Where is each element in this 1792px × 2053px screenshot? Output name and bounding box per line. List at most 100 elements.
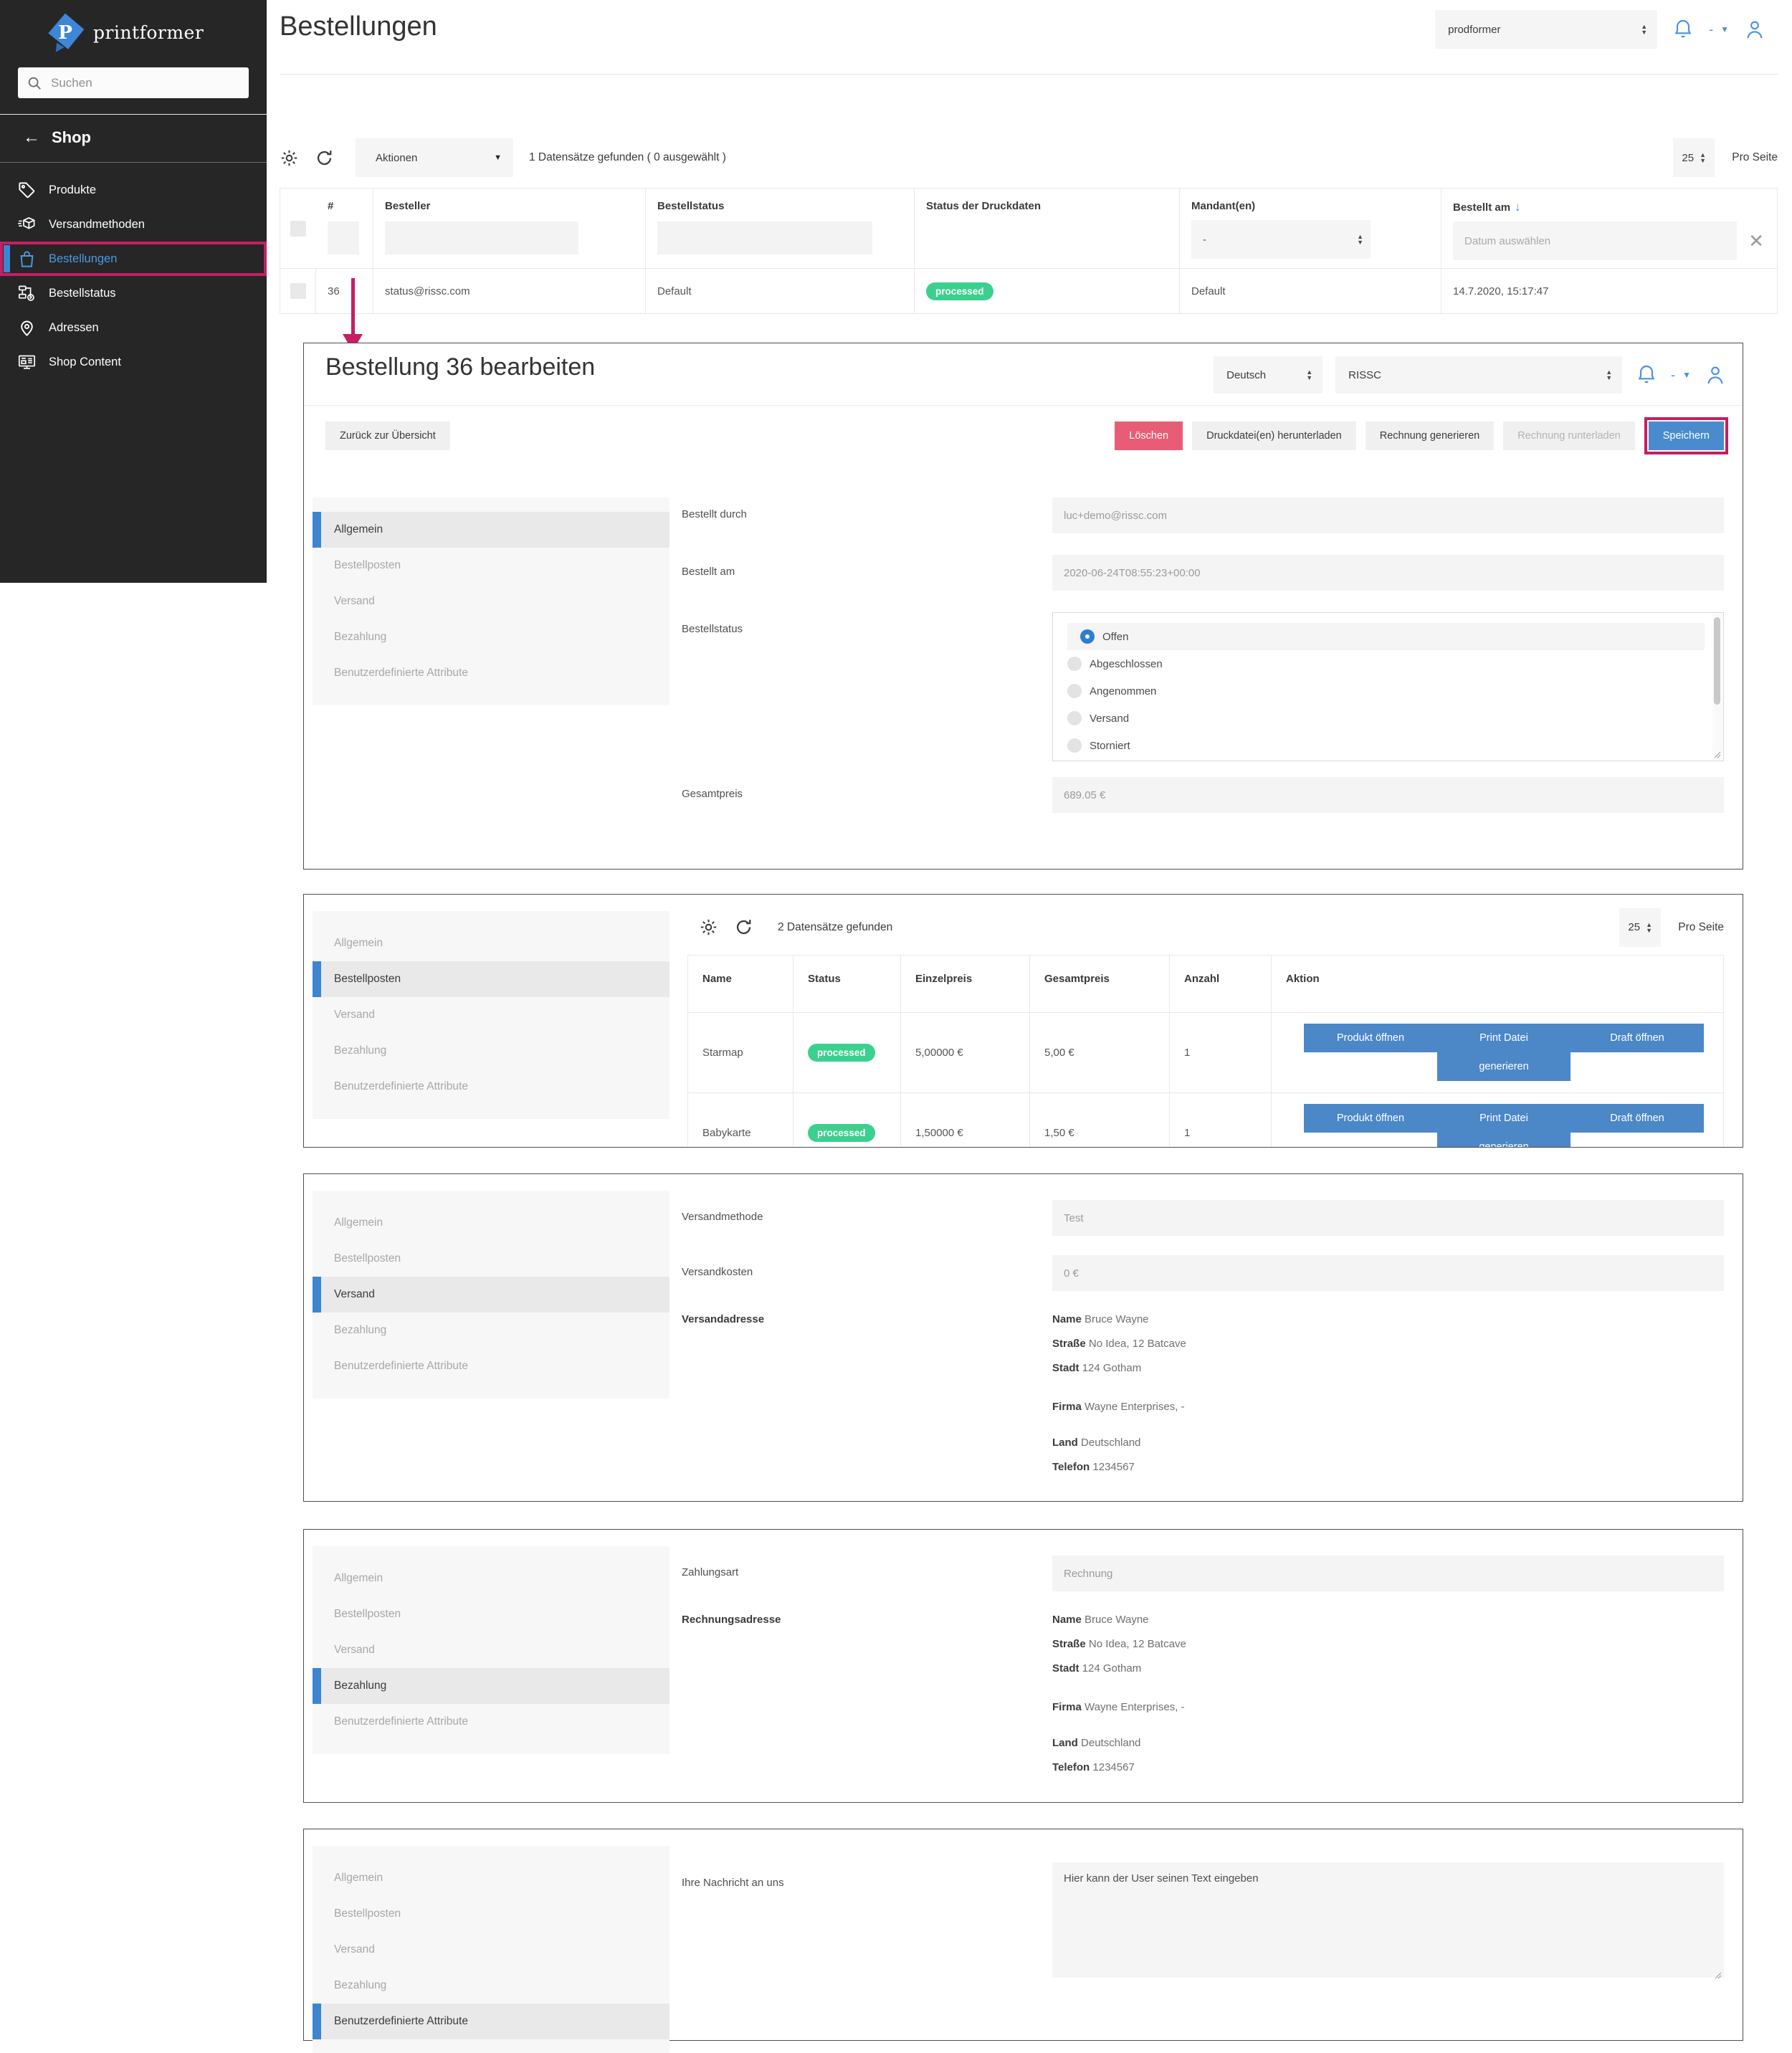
- tenant-select[interactable]: prodformer ▲ ▼: [1435, 10, 1658, 49]
- col-besteller[interactable]: Besteller: [385, 200, 431, 212]
- scrollbar-thumb[interactable]: [1714, 617, 1720, 705]
- tab-bezahlung[interactable]: Bezahlung: [313, 1668, 669, 1704]
- col-num[interactable]: #: [328, 200, 334, 212]
- search-input[interactable]: [51, 75, 240, 90]
- tab-allgemein[interactable]: Allgemein: [313, 1561, 669, 1596]
- open-draft-button[interactable]: Draft öffnen: [1571, 1104, 1704, 1133]
- radio-storniert[interactable]: Storniert: [1067, 732, 1705, 759]
- tab-attribute[interactable]: Benutzerdefinierte Attribute: [313, 1069, 669, 1105]
- bell-icon[interactable]: [1672, 18, 1695, 41]
- radio-versand[interactable]: Versand: [1067, 705, 1705, 732]
- clear-x-icon[interactable]: ✕: [1748, 230, 1764, 252]
- tab-bestellposten[interactable]: Bestellposten: [313, 961, 669, 997]
- gesamtpreis-input[interactable]: [1052, 777, 1724, 813]
- scrollbar-track[interactable]: [1712, 614, 1722, 760]
- generate-print-file-button[interactable]: Print Datei generieren: [1437, 1104, 1571, 1147]
- resize-handle-icon[interactable]: [1715, 1972, 1722, 1979]
- besteller-filter-input[interactable]: [385, 222, 578, 254]
- language-select[interactable]: Deutsch ▲ ▼: [1214, 356, 1323, 394]
- radio-angenommen[interactable]: Angenommen: [1067, 677, 1705, 705]
- tab-versand[interactable]: Versand: [313, 1277, 669, 1313]
- tab-bestellposten[interactable]: Bestellposten: [313, 1896, 669, 1932]
- back-button[interactable]: Zurück zur Übersicht: [325, 421, 450, 450]
- sidebar-section-shop[interactable]: ← Shop: [0, 115, 267, 159]
- tab-attribute[interactable]: Benutzerdefinierte Attribute: [313, 1348, 669, 1384]
- download-invoice-button[interactable]: Rechnung runterladen: [1503, 421, 1635, 450]
- tab-allgemein[interactable]: Allgemein: [313, 1205, 669, 1241]
- resize-handle-icon[interactable]: [1714, 751, 1721, 758]
- back-arrow-icon[interactable]: ←: [23, 128, 40, 147]
- bestellt-am-input[interactable]: [1052, 555, 1724, 591]
- zahlungsart-input[interactable]: [1052, 1556, 1724, 1591]
- tab-allgemein[interactable]: Allgemein: [313, 925, 669, 961]
- tab-versand[interactable]: Versand: [313, 1932, 669, 1968]
- tab-bezahlung[interactable]: Bezahlung: [313, 1033, 669, 1069]
- open-draft-button[interactable]: Draft öffnen: [1571, 1024, 1704, 1052]
- delete-button[interactable]: Löschen: [1115, 421, 1183, 450]
- save-button-highlight: Speichern: [1644, 417, 1728, 454]
- user-menu[interactable]: - ▼: [1671, 368, 1691, 383]
- save-button[interactable]: Speichern: [1648, 421, 1724, 450]
- nachricht-textarea[interactable]: Hier kann der User seinen Text eingeben: [1052, 1862, 1724, 1978]
- gear-icon[interactable]: [699, 918, 718, 937]
- user-menu-label: -: [1671, 367, 1676, 382]
- open-product-button[interactable]: Produkt öffnen: [1304, 1104, 1437, 1133]
- row-checkbox[interactable]: [290, 283, 306, 299]
- sort-down-icon[interactable]: ↓: [1515, 200, 1521, 214]
- tab-allgemein[interactable]: Allgemein: [313, 1860, 669, 1896]
- user-menu[interactable]: - ▼: [1709, 22, 1729, 37]
- mandant-filter-value: -: [1203, 233, 1206, 246]
- select-all-checkbox[interactable]: [290, 220, 306, 237]
- tab-bestellposten[interactable]: Bestellposten: [313, 1241, 669, 1277]
- col-druckdaten[interactable]: Status der Druckdaten: [926, 200, 1042, 212]
- num-filter-input[interactable]: [328, 222, 359, 254]
- versandmethode-input[interactable]: [1052, 1200, 1724, 1236]
- person-icon[interactable]: [1704, 363, 1727, 386]
- date-filter-input[interactable]: Datum auswählen: [1453, 222, 1738, 260]
- download-printfiles-button[interactable]: Druckdatei(en) herunterladen: [1192, 421, 1356, 450]
- per-page-select[interactable]: 25 ▲ ▼: [1619, 908, 1662, 947]
- tab-attribute[interactable]: Benutzerdefinierte Attribute: [313, 1704, 669, 1740]
- col-bestellt-am[interactable]: Bestellt am: [1453, 201, 1511, 214]
- sidebar-item-versandmethoden[interactable]: Versandmethoden: [0, 207, 267, 242]
- sidebar-item-bestellstatus[interactable]: Bestellstatus: [0, 276, 267, 310]
- radio-abgeschlossen[interactable]: Abgeschlossen: [1067, 650, 1705, 677]
- tab-bestellposten[interactable]: Bestellposten: [313, 548, 669, 583]
- refresh-icon[interactable]: [315, 148, 334, 168]
- generate-print-file-button[interactable]: Print Datei generieren: [1437, 1024, 1571, 1081]
- open-product-button[interactable]: Produkt öffnen: [1304, 1024, 1437, 1052]
- tab-attribute[interactable]: Benutzerdefinierte Attribute: [313, 2004, 669, 2039]
- col-mandant[interactable]: Mandant(en): [1191, 200, 1256, 212]
- per-page-select[interactable]: 25 ▲ ▼: [1673, 138, 1715, 177]
- actions-select[interactable]: Aktionen ▼: [356, 138, 513, 177]
- sidebar-item-bestellungen[interactable]: Bestellungen: [0, 242, 267, 276]
- tab-bezahlung[interactable]: Bezahlung: [313, 1968, 669, 2004]
- tab-bestellposten[interactable]: Bestellposten: [313, 1596, 669, 1632]
- tab-bezahlung[interactable]: Bezahlung: [313, 1313, 669, 1348]
- sidebar-item-adressen[interactable]: Adressen: [0, 310, 267, 345]
- refresh-icon[interactable]: [734, 918, 753, 937]
- bestellstatus-filter-input[interactable]: [657, 222, 872, 254]
- cell-bestellt-am: 14.7.2020, 15:17:47: [1453, 285, 1549, 297]
- order-items-table: Name Status Einzelpreis Gesamtpreis Anza…: [687, 955, 1724, 1147]
- tab-versand[interactable]: Versand: [313, 997, 669, 1033]
- radio-offen[interactable]: Offen: [1067, 623, 1705, 650]
- sidebar-search[interactable]: [18, 67, 249, 98]
- mandant-filter-select[interactable]: - ▲ ▼: [1191, 220, 1371, 259]
- bestellt-durch-input[interactable]: [1052, 497, 1724, 533]
- sidebar-item-shop-content[interactable]: Shop Content: [0, 345, 267, 379]
- sidebar-item-label: Adressen: [49, 320, 99, 334]
- client-select[interactable]: RISSC ▲ ▼: [1335, 356, 1623, 394]
- tab-bezahlung[interactable]: Bezahlung: [313, 619, 669, 655]
- col-bestellstatus[interactable]: Bestellstatus: [657, 200, 725, 212]
- tab-versand[interactable]: Versand: [313, 583, 669, 619]
- sidebar-item-produkte[interactable]: Produkte: [0, 173, 267, 207]
- tab-attribute[interactable]: Benutzerdefinierte Attribute: [313, 655, 669, 691]
- tab-allgemein[interactable]: Allgemein: [313, 512, 669, 548]
- generate-invoice-button[interactable]: Rechnung generieren: [1365, 421, 1495, 450]
- person-icon[interactable]: [1743, 18, 1766, 41]
- versandkosten-input[interactable]: [1052, 1255, 1724, 1291]
- bell-icon[interactable]: [1635, 363, 1658, 386]
- tab-versand[interactable]: Versand: [313, 1632, 669, 1668]
- gear-icon[interactable]: [280, 148, 299, 168]
